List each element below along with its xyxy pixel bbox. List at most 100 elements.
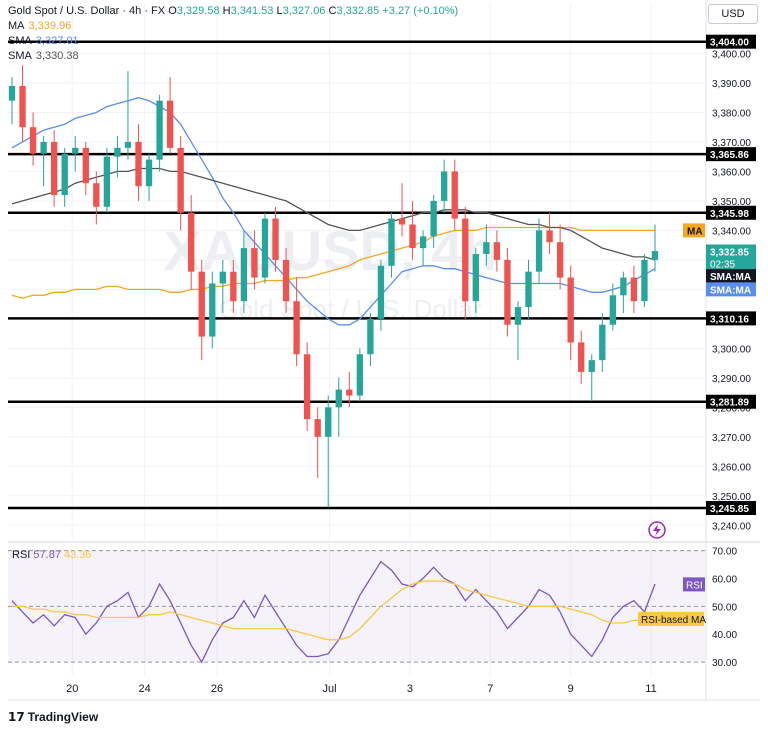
rsi-ma-legend-value: 43.36: [64, 549, 92, 561]
level-label: 3,345.98: [710, 209, 749, 220]
time-tick-label: 20: [66, 683, 78, 695]
price-tick-label: 3,340.00: [712, 226, 751, 237]
candle-body: [504, 259, 511, 325]
candle-body: [156, 100, 163, 160]
level-tag: [706, 394, 756, 409]
high-label: H: [222, 5, 231, 17]
price-tick-label: 3,290.00: [712, 374, 751, 385]
candle-body: [335, 389, 342, 408]
candle-body: [514, 307, 522, 325]
candle-body: [93, 183, 100, 207]
rsi-legend-label: RSI: [12, 549, 31, 561]
high-value: 3,341.53: [230, 5, 274, 17]
candle-body: [409, 224, 416, 249]
candle-body: [356, 354, 364, 396]
rsi-tick-label: 70.00: [712, 547, 737, 558]
candle-body: [567, 277, 574, 343]
candle-body: [72, 147, 79, 154]
change-value: +3.27 (+0.10%): [382, 5, 459, 17]
chart-legend: Gold Spot / U.S. Dollar · 4h · FX O3,329…: [8, 4, 458, 64]
open-value: 3,329.58: [176, 5, 220, 17]
candle-body: [51, 141, 58, 196]
candle-body: [219, 271, 226, 284]
time-tick-label: Jul: [322, 683, 336, 695]
candle-body: [240, 248, 248, 302]
candle-body: [525, 271, 532, 308]
candle-body: [441, 171, 448, 201]
price-tick-label: 3,300.00: [712, 344, 751, 355]
candle-body: [293, 301, 300, 355]
candle-body: [272, 218, 279, 260]
candle-body: [546, 230, 553, 243]
candle-body: [493, 242, 501, 260]
candle-body: [535, 230, 543, 272]
plot-background: [8, 4, 705, 698]
candle-body: [651, 251, 659, 260]
candle-body: [282, 259, 290, 302]
rsi-tag: [683, 577, 705, 592]
level-tag: [706, 34, 756, 49]
price-tag-label: 3,332.85: [710, 247, 749, 258]
price-tag-label: MA: [687, 226, 703, 237]
candle-body: [145, 159, 153, 187]
close-label: C: [328, 5, 337, 17]
close-value: 3,332.85: [336, 5, 380, 17]
price-tag-label: SMA:MA: [710, 272, 751, 283]
price-tag-countdown: 02:35: [710, 259, 735, 270]
price-tag: [706, 244, 756, 271]
candle-body: [609, 295, 616, 325]
sma-slow-legend-row[interactable]: SMA 3,330.38: [8, 49, 458, 64]
sma-fast-label: SMA: [8, 35, 32, 47]
rsi-series-line-0: [11, 560, 656, 664]
level-tag: [706, 501, 756, 516]
time-tick-label: 3: [407, 683, 413, 695]
candle-body: [377, 265, 385, 319]
sma-fast-legend-row[interactable]: SMA 3,327.01: [8, 34, 458, 49]
open-label: O: [168, 5, 177, 17]
candle-body: [230, 271, 237, 302]
rsi-band-fill: [8, 550, 705, 663]
level-tag: [706, 311, 756, 326]
ohlc-row: Gold Spot / U.S. Dollar · 4h · FX O3,329…: [8, 4, 458, 19]
rsi-series-line-1: [12, 580, 656, 641]
candle-body: [388, 218, 395, 266]
candle-body: [556, 242, 564, 278]
price-tick-label: 3,240.00: [712, 521, 751, 532]
rsi-tick-label: 30.00: [712, 658, 737, 669]
tradingview-logo[interactable]: 17 TradingView: [8, 710, 98, 724]
candle-body: [430, 200, 437, 237]
price-tag: [706, 282, 756, 297]
time-tick-label: 26: [211, 683, 223, 695]
rsi-tag-label: RSI-based MA: [641, 615, 706, 626]
level-label: 3,404.00: [710, 38, 749, 49]
candle-body: [166, 100, 174, 148]
time-tick-label: 9: [568, 683, 574, 695]
rsi-tick-label: 50.00: [712, 602, 737, 613]
candle-body: [261, 218, 269, 278]
rsi-legend[interactable]: RSI 57.87 43.36: [12, 549, 92, 561]
tradingview-logo-text: TradingView: [27, 710, 99, 724]
rsi-tick-label: 40.00: [712, 630, 737, 641]
candle-body: [483, 242, 490, 254]
price-tag: [706, 269, 756, 284]
candle-body: [177, 147, 184, 213]
candle-body: [451, 171, 458, 219]
level-label: 3,281.89: [710, 398, 749, 409]
rsi-tick-label: 60.00: [712, 574, 737, 585]
low-value: 3,327.06: [282, 5, 326, 17]
candle-body: [8, 85, 16, 101]
time-tick-label: 11: [645, 683, 656, 695]
candle-body: [599, 324, 606, 361]
candle-body: [61, 153, 68, 196]
ma-value: 3,339.96: [28, 20, 72, 32]
rsi-tag: [638, 611, 704, 626]
price-tag: [683, 223, 705, 238]
lightning-icon-bolt: [653, 524, 661, 536]
ma-legend-row[interactable]: MA 3,339.96: [8, 19, 458, 34]
level-label: 3,310.16: [710, 314, 749, 325]
currency-button[interactable]: USD: [708, 4, 758, 24]
price-tick-label: 3,350.00: [712, 197, 751, 208]
candle-body: [198, 271, 205, 337]
level-label: 3,245.85: [710, 504, 749, 515]
